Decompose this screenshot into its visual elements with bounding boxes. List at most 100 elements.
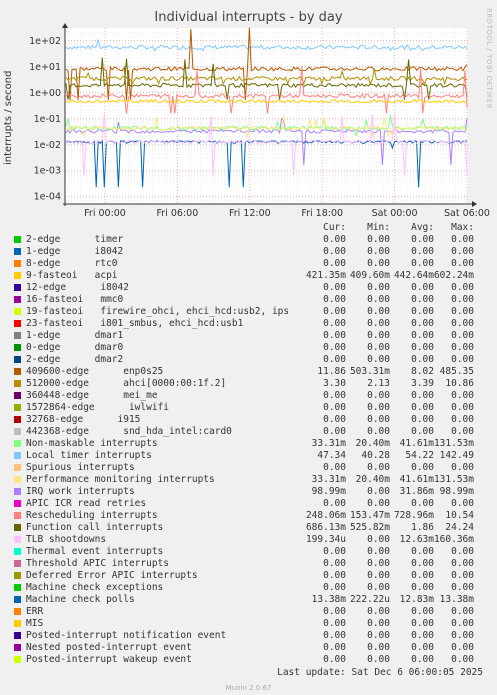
legend-swatch — [14, 572, 21, 579]
legend-max: 0.00 — [451, 234, 474, 245]
legend-min: 0.00 — [367, 318, 390, 329]
legend-row: 442368-edge snd_hda_intel:card0 0.00 0.00 0… — [0, 426, 497, 438]
legend-avg: 0.00 — [411, 246, 434, 257]
x-tick-label: Fri 06:00 — [157, 208, 199, 219]
legend-row: 409600-edge enp0s25 11.86 503.31m 8.02 485.3… — [0, 366, 497, 378]
legend-swatch — [14, 476, 21, 483]
series-line — [65, 115, 468, 137]
legend-label: 360448-edge mei_me — [26, 390, 158, 401]
legend-min: 0.00 — [367, 282, 390, 293]
legend-max: 0.00 — [451, 654, 474, 665]
legend-swatch — [14, 356, 21, 363]
legend-min: 0.00 — [367, 630, 390, 641]
legend-label: 1-edge dmar1 — [26, 330, 124, 341]
y-tick-labels: 1e+02 1e+01 1e+00 1e-01 1e-02 1e-03 1e-04 — [29, 36, 61, 203]
legend-label: Machine check exceptions — [26, 582, 164, 593]
legend-min: 525.82m — [349, 522, 390, 533]
legend-swatch — [14, 464, 21, 471]
legend-swatch — [14, 260, 21, 267]
legend-row: 512000-edge ahci[0000:00:1f.2] 3.30 2.13 3.… — [0, 378, 497, 390]
legend-swatch — [14, 440, 21, 447]
legend-label: 2-edge timer — [26, 234, 124, 245]
legend-row: 23-fasteoi i801_smbus, ehci_hcd:usb1 0.00… — [0, 318, 497, 330]
legend-cur: 0.00 — [323, 282, 346, 293]
legend-avg: 728.96m — [393, 510, 434, 521]
legend-swatch — [14, 548, 21, 555]
legend-cur: 0.00 — [323, 618, 346, 629]
legend-label: 512000-edge ahci[0000:00:1f.2] — [26, 378, 227, 389]
legend-min: 0.00 — [367, 486, 390, 497]
legend-swatch — [14, 560, 21, 567]
legend-label: Non-maskable interrupts — [26, 438, 158, 449]
legend-max: 131.53m — [433, 438, 474, 449]
legend-label: 2-edge dmar2 — [26, 354, 124, 365]
legend-swatch — [14, 320, 21, 327]
series-line — [65, 38, 468, 52]
legend-min: 0.00 — [367, 306, 390, 317]
legend-max: 0.00 — [451, 606, 474, 617]
x-tick-label: Fri 00:00 — [84, 208, 126, 219]
legend-row: 16-fasteoi mmc0 0.00 0.00 0.00 0.00 — [0, 294, 497, 306]
legend-label: 32768-edge i915 — [26, 414, 141, 425]
last-update: Last update: Sat Dec 6 06:00:05 2025 — [277, 667, 483, 678]
legend-row: 0-edge dmar0 0.00 0.00 0.00 0.00 — [0, 342, 497, 354]
legend-max: 131.53m — [433, 474, 474, 485]
legend-label: Posted-interrupt wakeup event — [26, 654, 192, 665]
legend-max: 0.00 — [451, 642, 474, 653]
legend-min: 0.00 — [367, 558, 390, 569]
legend-row: 9-fasteoi acpi 421.35m 409.60m 442.64m 602.2… — [0, 270, 497, 282]
legend-swatch — [14, 656, 21, 663]
legend-row: Local timer interrupts 47.34 40.28 54.22 142… — [0, 450, 497, 462]
legend-header-cur: Cur: — [323, 222, 346, 233]
legend-min: 0.00 — [367, 654, 390, 665]
legend-row: ERR 0.00 0.00 0.00 0.00 — [0, 606, 497, 618]
legend-swatch — [14, 272, 21, 279]
legend-swatch — [14, 284, 21, 291]
legend-max: 0.00 — [451, 330, 474, 341]
y-tick-label: 1e+00 — [29, 88, 61, 99]
legend-min: 40.28 — [361, 450, 390, 461]
legend-min: 0.00 — [367, 330, 390, 341]
legend-swatch — [14, 620, 21, 627]
legend-label: 1572864-edge iwlwifi — [26, 402, 169, 413]
legend-row: Machine check polls 13.38m 222.22u 12.83m 13… — [0, 594, 497, 606]
legend-label: Spurious interrupts — [26, 462, 135, 473]
legend-row: Thermal event interrupts 0.00 0.00 0.00 0.00 — [0, 546, 497, 558]
x-tick-label: Fri 12:00 — [229, 208, 271, 219]
legend-label: MIS — [26, 618, 44, 629]
legend-cur: 0.00 — [323, 402, 346, 413]
legend-avg: 0.00 — [411, 618, 434, 629]
legend-label: 0-edge dmar0 — [26, 342, 124, 353]
legend-label: Nested posted-interrupt event — [26, 642, 192, 653]
legend-max: 0.00 — [451, 462, 474, 473]
legend-swatch — [14, 416, 21, 423]
legend-avg: 1.86 — [411, 522, 434, 533]
legend-row: 12-edge i8042 0.00 0.00 0.00 0.00 — [0, 282, 497, 294]
legend-row: Machine check exceptions 0.00 0.00 0.00 0.00 — [0, 582, 497, 594]
y-tick-label: 1e+02 — [29, 36, 61, 47]
legend-swatch — [14, 428, 21, 435]
legend-label: Rescheduling interrupts — [26, 510, 158, 521]
series-layer — [65, 27, 468, 188]
legend-label: 19-fasteoi firewire_ohci, ehci_hcd:usb2,… — [26, 306, 290, 317]
legend-min: 222.22u — [349, 594, 390, 605]
legend-row: Nested posted-interrupt event 0.00 0.00 0.0… — [0, 642, 497, 654]
legend-swatch — [14, 584, 21, 591]
legend-swatch — [14, 368, 21, 375]
legend-min: 0.00 — [367, 234, 390, 245]
legend-avg: 54.22 — [405, 450, 434, 461]
legend-max: 0.00 — [451, 342, 474, 353]
legend-swatch — [14, 608, 21, 615]
legend-max: 485.35 — [439, 366, 474, 377]
legend-avg: 442.64m — [393, 270, 434, 281]
legend-avg: 3.39 — [411, 378, 434, 389]
legend-cur: 13.38m — [311, 594, 346, 605]
legend-avg: 0.00 — [411, 606, 434, 617]
legend-cur: 199.34u — [305, 534, 346, 545]
legend-avg: 0.00 — [411, 654, 434, 665]
y-tick-label: 1e-02 — [34, 140, 61, 151]
legend-min: 0.00 — [367, 570, 390, 581]
legend-cur: 0.00 — [323, 294, 346, 305]
legend-max: 142.49 — [439, 450, 474, 461]
legend-max: 10.54 — [445, 510, 474, 521]
